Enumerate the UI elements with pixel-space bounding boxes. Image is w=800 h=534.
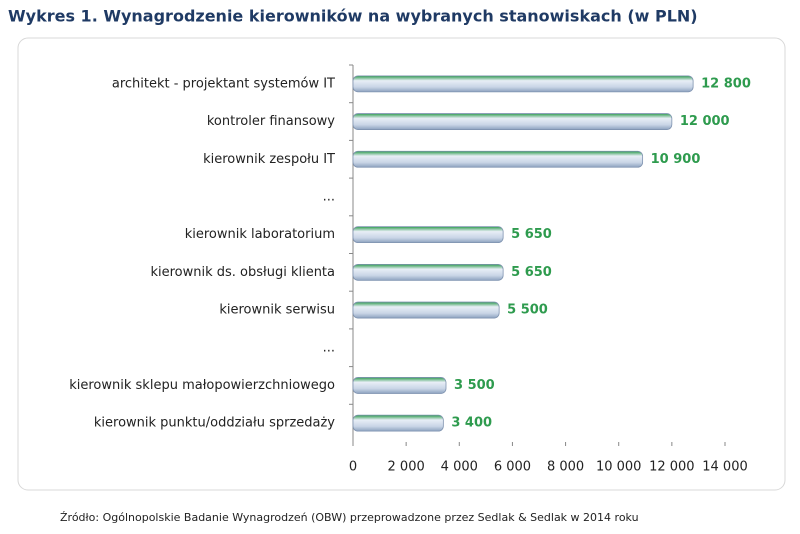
x-tick-label: 14 000 <box>702 460 748 475</box>
value-label: 5 650 <box>511 265 552 280</box>
value-label: 5 500 <box>507 303 548 318</box>
y-tick-label: ... <box>323 340 335 355</box>
bar <box>352 301 500 319</box>
x-tick-label: 8 000 <box>547 460 584 475</box>
bar <box>352 75 694 93</box>
y-tick-label: kontroler finansowy <box>207 114 335 129</box>
y-tick-label: kierownik punktu/oddziału sprzedaży <box>94 416 335 431</box>
y-tick-label: kierownik zespołu IT <box>203 152 335 167</box>
bar <box>352 414 444 432</box>
y-tick-label: kierownik sklepu małopowierzchniowego <box>69 378 335 393</box>
value-label: 12 000 <box>680 114 730 129</box>
value-label: 3 400 <box>451 416 492 431</box>
value-label: 12 800 <box>701 76 751 91</box>
x-tick-label: 12 000 <box>649 460 695 475</box>
x-tick-label: 0 <box>349 460 357 475</box>
y-tick-label: architekt - projektant systemów IT <box>112 76 335 91</box>
x-tick-label: 4 000 <box>441 460 478 475</box>
x-tick-label: 10 000 <box>596 460 642 475</box>
bar <box>352 226 504 244</box>
value-label: 10 900 <box>651 152 701 167</box>
y-tick-label: kierownik ds. obsługi klienta <box>150 265 335 280</box>
x-tick-label: 6 000 <box>494 460 531 475</box>
y-tick-label: kierownik laboratorium <box>185 227 335 242</box>
y-tick-label: ... <box>323 189 335 204</box>
y-tick-label: kierownik serwisu <box>219 303 335 318</box>
value-label: 3 500 <box>454 378 495 393</box>
bar <box>352 113 673 130</box>
chart-title: Wykres 1. Wynagrodzenie kierowników na w… <box>8 7 698 26</box>
source-note: Źródło: Ogólnopolskie Badanie Wynagrodze… <box>60 511 639 524</box>
bar <box>352 377 447 394</box>
bar <box>352 150 644 168</box>
bar <box>352 263 504 281</box>
value-label: 5 650 <box>511 227 552 242</box>
x-tick-label: 2 000 <box>388 460 425 475</box>
